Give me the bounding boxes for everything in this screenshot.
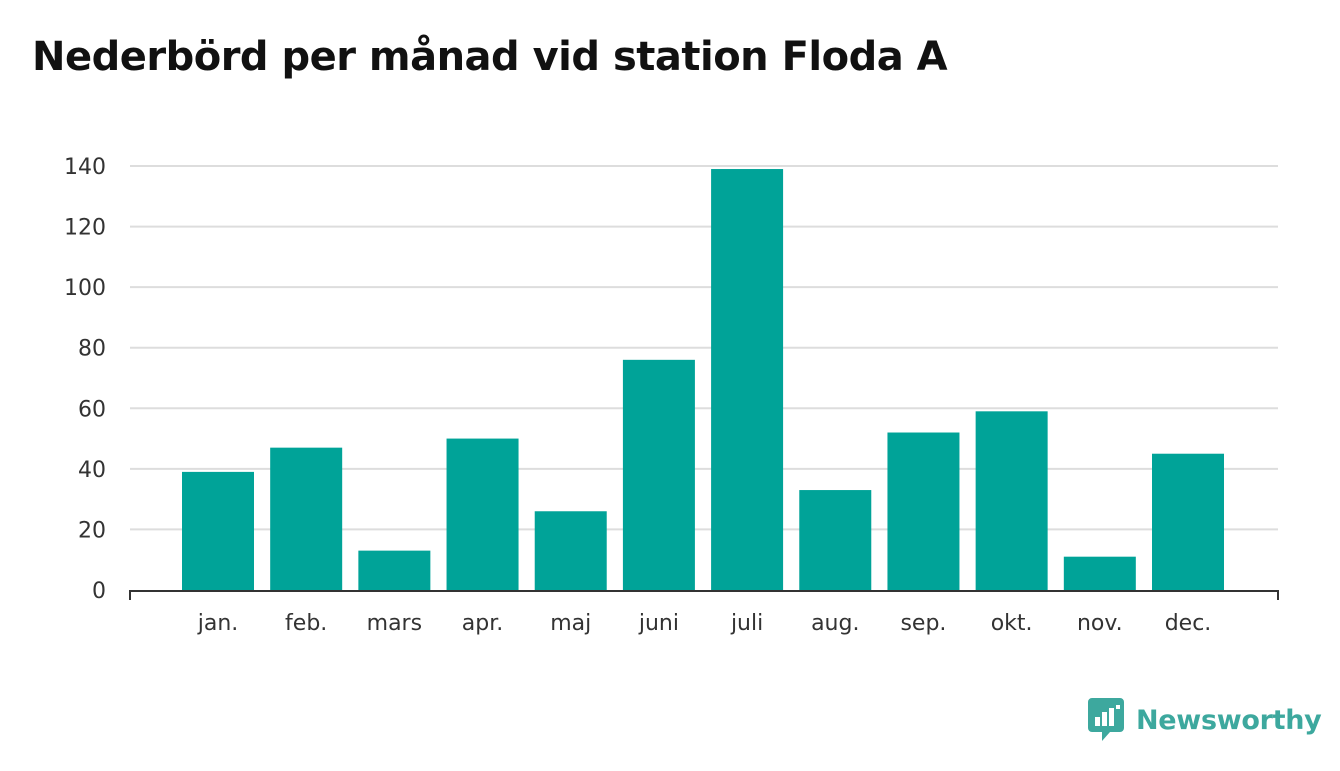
bar-juni	[622, 359, 695, 590]
x-tick-label: mars	[367, 611, 422, 636]
y-tick-label: 0	[92, 579, 106, 604]
x-tick-label: dec.	[1165, 611, 1212, 636]
y-tick-label: 80	[78, 337, 106, 362]
x-tick-label: okt.	[991, 611, 1033, 636]
x-tick-label: nov.	[1077, 611, 1123, 636]
bar-dec	[1152, 453, 1224, 590]
y-axis-ticks: 0 20 40 60 80 100 120 140	[64, 155, 106, 604]
x-tick-label: feb.	[285, 611, 327, 636]
x-tick-label: maj	[550, 611, 591, 636]
x-tick-label: sep.	[900, 611, 946, 636]
brand-logo: Newsworthy	[1088, 698, 1322, 742]
y-tick-label: 60	[78, 397, 106, 422]
bar-aug	[799, 490, 872, 590]
bar-feb	[270, 447, 343, 590]
bar-apr	[446, 438, 519, 590]
x-tick-label: apr.	[462, 611, 503, 636]
newsworthy-logo-icon	[1088, 698, 1124, 741]
bar-jan	[182, 471, 254, 590]
y-tick-label: 120	[64, 216, 106, 241]
x-tick-label: juli	[730, 611, 763, 636]
x-axis-ticks: jan. feb. mars apr. maj juni juli aug. sep. okt. n…	[197, 611, 1212, 636]
bar-maj	[534, 511, 607, 590]
x-tick-label: jan.	[197, 611, 239, 636]
bar-okt	[975, 411, 1048, 590]
bars	[182, 169, 1224, 590]
bar-sep	[887, 432, 960, 590]
y-tick-label: 100	[64, 276, 106, 301]
y-tick-label: 140	[64, 155, 106, 180]
brand-name: Newsworthy	[1136, 704, 1322, 736]
bar-nov	[1063, 556, 1136, 590]
bar-mars	[358, 550, 431, 590]
chart-title: Nederbörd per månad vid station Floda A	[32, 34, 948, 80]
x-tick-label: juni	[638, 611, 679, 636]
x-axis	[129, 590, 1279, 600]
bar-juli	[711, 169, 784, 590]
y-tick-label: 20	[78, 518, 106, 543]
x-tick-label: aug.	[811, 611, 859, 636]
y-tick-label: 40	[78, 458, 106, 483]
